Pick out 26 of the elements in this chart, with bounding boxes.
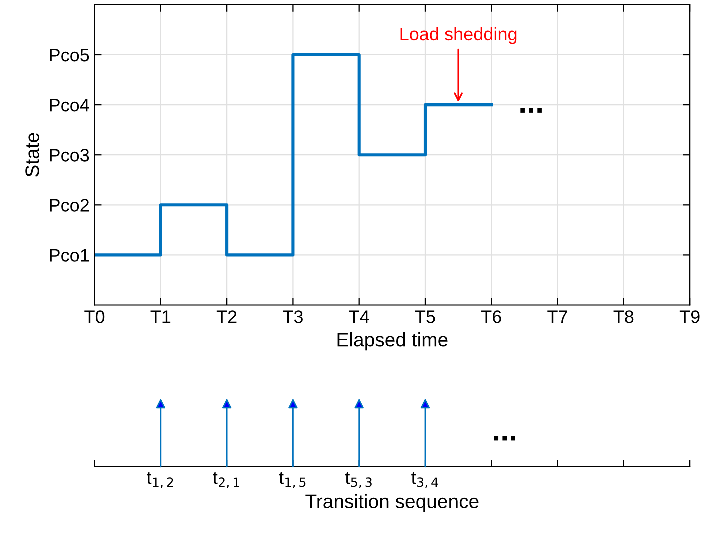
- x-tick-label: T4: [349, 310, 370, 324]
- text: Load shedding: [400, 27, 517, 44]
- annotation: ...: [520, 108, 542, 113]
- x-tick-label: T5: [415, 310, 436, 324]
- x-tick-label: T1: [150, 310, 171, 324]
- text: Pco4: [50, 99, 90, 112]
- text: Pco5: [50, 49, 90, 62]
- x-tick-label: T8: [614, 310, 634, 324]
- x-tick-label: T3: [283, 310, 303, 324]
- x-tick-label: T0: [84, 310, 105, 324]
- category-label: t$_{3,4}$: [412, 472, 438, 488]
- category-label: t$_{5,3}$: [345, 472, 372, 488]
- category-label: t$_{1,5}$: [279, 472, 306, 488]
- x-tick-label: T7: [548, 310, 568, 324]
- y-axis-title: State: [26, 133, 40, 177]
- text: Pco2: [50, 199, 90, 212]
- x-tick-label: T2: [216, 310, 237, 324]
- text: Transition sequence: [306, 494, 479, 512]
- text: Pco3: [50, 149, 90, 162]
- category-label: t$_{2,1}$: [213, 472, 240, 488]
- category-label: t$_{1,2}$: [147, 472, 174, 488]
- x-axis-title: Elapsed time: [338, 332, 448, 351]
- text: ...: [494, 436, 516, 441]
- x-tick-label: T6: [482, 310, 502, 324]
- text: Pco1: [50, 249, 90, 262]
- x-tick-label: T9: [680, 310, 700, 324]
